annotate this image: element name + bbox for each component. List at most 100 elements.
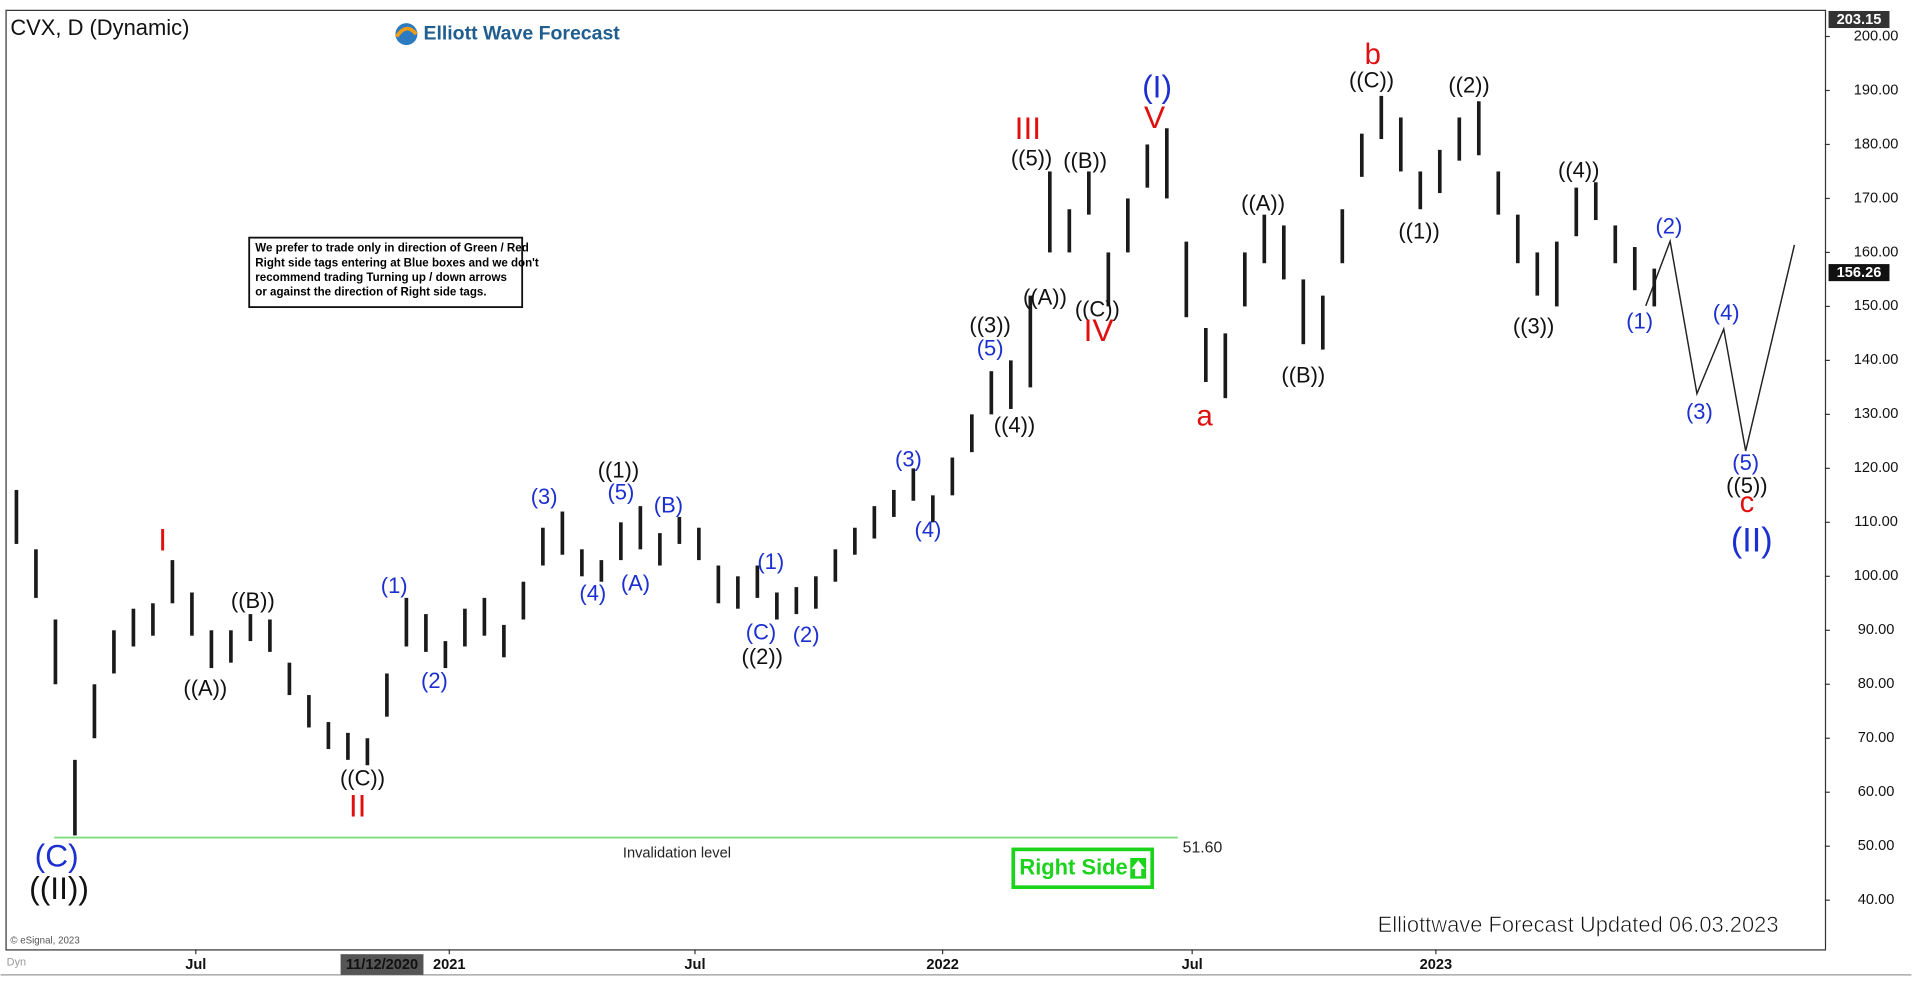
wave-label: III [1015, 110, 1041, 146]
price-bar [1067, 209, 1072, 253]
y-tick-label: 40.00 [1858, 892, 1895, 908]
wave-label: (A) [621, 571, 650, 596]
price-bar [911, 468, 916, 501]
price-bar [1203, 327, 1208, 382]
price-bar [1223, 333, 1228, 399]
price-bar [1048, 171, 1052, 253]
price-bar [209, 630, 214, 669]
wave-label: (1) [1626, 309, 1653, 334]
price-bar [307, 695, 311, 728]
wave-label: c [1740, 487, 1755, 519]
y-tick-label: 110.00 [1854, 514, 1898, 530]
price-bar [1087, 171, 1091, 215]
price-bar [1457, 117, 1462, 161]
price-bar [970, 414, 974, 453]
y-tick-label: 80.00 [1858, 676, 1895, 692]
note-line: or against the direction of Right side t… [255, 287, 486, 299]
price-bar [112, 630, 116, 674]
wave-label: II [349, 787, 367, 823]
wave-label: ((B)) [1063, 148, 1107, 173]
wave-label: ((2)) [742, 644, 783, 669]
price-bar [1125, 198, 1130, 253]
price-bar [619, 522, 623, 561]
wave-label: IV [1084, 312, 1114, 348]
price-bar [14, 489, 19, 544]
price-bar [1262, 214, 1267, 264]
wave-label: ((A)) [183, 676, 227, 701]
price-bar [931, 495, 935, 523]
price-bar [755, 565, 760, 598]
price-bar [53, 619, 58, 685]
wave-label: a [1196, 401, 1213, 433]
wave-label: ((B)) [231, 588, 275, 613]
price-bar [560, 511, 565, 555]
price-bar [1418, 171, 1423, 210]
x-tick-label: Jul [1182, 957, 1203, 973]
wave-label: ((1)) [598, 457, 639, 482]
price-bar [1340, 209, 1345, 264]
wave-label: (1) [381, 573, 408, 598]
price-bar [1359, 133, 1364, 177]
price-bar [268, 619, 272, 652]
price-bar [1652, 268, 1657, 307]
price-bar [404, 597, 409, 647]
price-bar [1242, 252, 1247, 307]
plot-frame [5, 9, 1827, 951]
cursor-date-label: 11/12/2020 [346, 957, 418, 973]
wave-label: ((C)) [1349, 67, 1394, 92]
price-bar [872, 506, 877, 539]
price-bar [1379, 95, 1384, 140]
wave-label: ((B)) [1281, 362, 1325, 387]
x-tick-label: Jul [185, 957, 206, 973]
x-tick-label: 2023 [1420, 957, 1453, 973]
wave-label: (3) [895, 446, 922, 471]
y-tick-label: 200.00 [1854, 28, 1899, 44]
wave-label: (5) [607, 479, 634, 504]
projection-path [1645, 238, 1796, 452]
wave-label: I [158, 522, 167, 558]
right-side-button [1011, 847, 1155, 889]
price-bar [892, 489, 896, 517]
wave-label: (3) [531, 484, 558, 509]
price-bar [170, 560, 175, 604]
note-line: We prefer to trade only in direction of … [255, 243, 528, 255]
price-bar [326, 722, 331, 750]
price-bar [989, 371, 994, 415]
wave-label: (II) [1731, 521, 1773, 559]
price-bar [1145, 144, 1150, 188]
price-bar [1554, 241, 1559, 307]
note-box [248, 236, 524, 309]
x-tick-label: 2021 [433, 957, 466, 973]
y-tick-label: 120.00 [1854, 460, 1899, 476]
price-bar [1515, 214, 1520, 264]
cursor-date-box [340, 954, 424, 975]
price-bar [814, 576, 818, 609]
price-tag [1828, 10, 1890, 29]
price-bar [697, 527, 701, 561]
price-bar [229, 630, 233, 663]
price-bar [502, 624, 506, 658]
price-bar [677, 516, 682, 544]
wave-label: ((3)) [1513, 314, 1554, 339]
logo-swoosh [395, 26, 418, 38]
wave-label: (4) [579, 580, 606, 605]
wave-label: b [1365, 39, 1381, 71]
price-tag-label: 203.15 [1837, 12, 1882, 28]
price-bar [1106, 252, 1111, 307]
price-bar [463, 608, 467, 647]
price-bar [151, 603, 155, 636]
price-bar [1496, 171, 1501, 215]
x-tick-label: 2022 [926, 957, 959, 973]
invalidation-value: 51.60 [1183, 840, 1223, 857]
price-bar [443, 641, 448, 669]
x-tick-label: Jul [684, 957, 705, 973]
price-bar [1301, 279, 1306, 345]
price-bar [599, 560, 604, 582]
right-side-text: Right Side [1019, 855, 1127, 880]
chart-title: CVX, D (Dynamic) [10, 15, 189, 40]
price-tag [1828, 264, 1890, 282]
wave-label: ((II)) [29, 870, 89, 906]
price-bar [1632, 247, 1637, 291]
price-bar [1184, 241, 1189, 318]
